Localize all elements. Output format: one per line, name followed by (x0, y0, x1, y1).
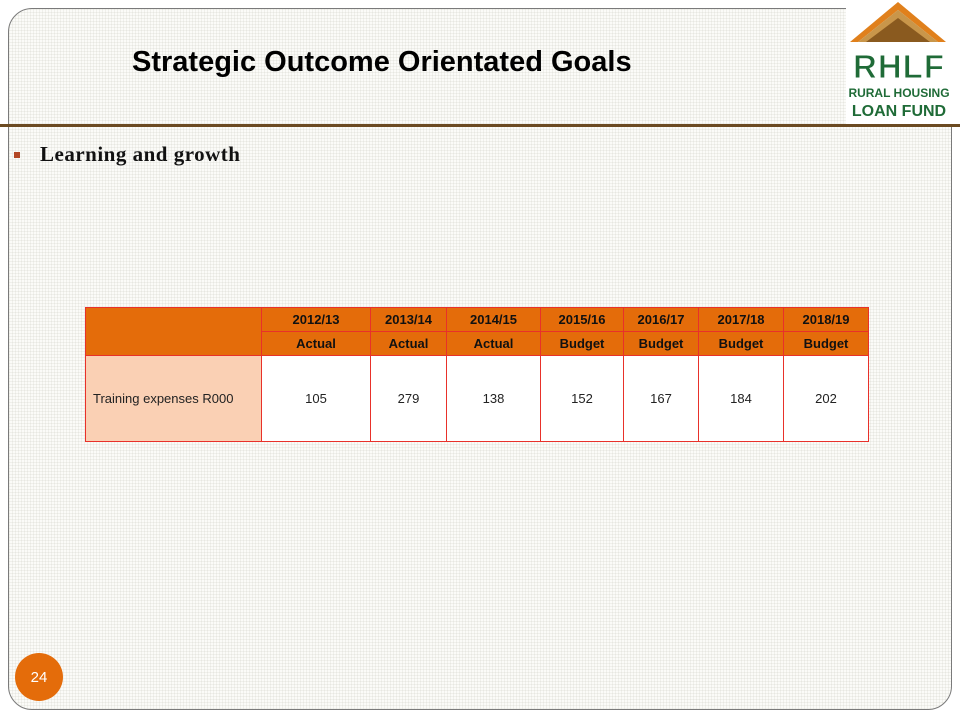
year-header: 2015/16 (540, 307, 624, 332)
type-header: Budget (783, 331, 869, 356)
table-header-types: Actual Actual Actual Budget Budget Budge… (86, 331, 869, 356)
table-corner-cell (85, 307, 262, 356)
table-cell: 105 (261, 355, 371, 442)
year-header: 2018/19 (783, 307, 869, 332)
logo-abbr: RHLF (853, 48, 945, 85)
bullet-marker-icon (14, 152, 20, 158)
type-header: Budget (698, 331, 784, 356)
type-header: Actual (446, 331, 541, 356)
table-row: Training expenses R000 105 279 138 152 1… (85, 355, 869, 442)
year-header: 2014/15 (446, 307, 541, 332)
year-header: 2013/14 (370, 307, 447, 332)
logo-line1: RURAL HOUSING (848, 86, 949, 100)
training-expenses-table: 2012/13 2013/14 2014/15 2015/16 2016/17 … (85, 307, 869, 442)
bullet-item: Learning and growth (14, 142, 240, 167)
logo-line2: LOAN FUND (852, 103, 946, 120)
table-cell: 138 (446, 355, 541, 442)
year-header: 2012/13 (261, 307, 371, 332)
year-header: 2017/18 (698, 307, 784, 332)
table-cell: 184 (698, 355, 784, 442)
table-cell: 167 (623, 355, 699, 442)
rhlf-logo: RHLF RURAL HOUSING LOAN FUND (846, 0, 952, 124)
table-header-years: 2012/13 2013/14 2014/15 2015/16 2016/17 … (85, 307, 869, 356)
slide-title: Strategic Outcome Orientated Goals (132, 46, 632, 78)
page-number-badge: 24 (15, 653, 63, 701)
table-cell: 202 (783, 355, 869, 442)
bullet-text: Learning and growth (40, 142, 241, 166)
table-cell: 152 (540, 355, 624, 442)
type-header: Budget (623, 331, 699, 356)
title-divider (0, 124, 960, 127)
type-header: Budget (540, 331, 624, 356)
year-header: 2016/17 (623, 307, 699, 332)
type-header: Actual (261, 331, 371, 356)
table-cell: 279 (370, 355, 447, 442)
row-label: Training expenses R000 (85, 355, 262, 442)
type-header: Actual (370, 331, 447, 356)
